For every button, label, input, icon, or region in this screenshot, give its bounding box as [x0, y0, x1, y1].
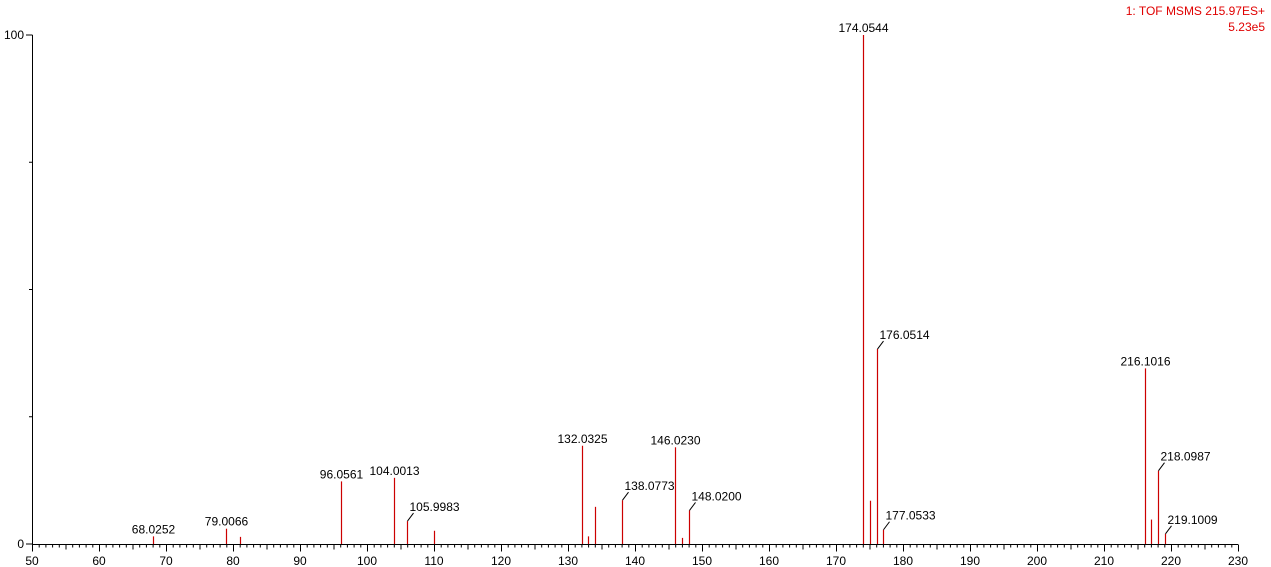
chart-axes: 0 100 50 60 70 80 90 100 110 120 130 140 150 160 170 18…: [4, 28, 1248, 567]
x-tick-label: 220: [1161, 554, 1181, 567]
peak-label: 96.0561: [320, 467, 364, 481]
x-tick-label: 90: [293, 554, 307, 567]
peak-label: 216.1016: [1120, 354, 1170, 368]
label-leader: [877, 340, 884, 350]
x-tick-label: 60: [92, 554, 106, 567]
x-tick-label: 170: [826, 554, 846, 567]
y-tick-label: 100: [4, 28, 24, 42]
x-tick-label: 190: [960, 554, 980, 567]
peak-bars: [152, 35, 1167, 544]
x-tick-label: 120: [491, 554, 511, 567]
x-tick-label: 100: [357, 554, 377, 567]
peak-label: 104.0013: [369, 464, 419, 478]
x-tick-label: 150: [692, 554, 712, 567]
experiment-title: 1: TOF MSMS 215.97ES+: [1125, 4, 1265, 18]
peak-label: 177.0533: [886, 509, 936, 523]
peak-label: 79.0066: [205, 515, 249, 529]
peak-label: 176.0514: [880, 328, 930, 342]
x-tick-label: 200: [1027, 554, 1047, 567]
label-leader: [622, 491, 629, 501]
x-tick-label: 70: [159, 554, 173, 567]
label-leader: [1165, 525, 1172, 535]
label-leader: [407, 512, 414, 522]
peak-label: 132.0325: [557, 432, 607, 446]
y-tick-label: 0: [17, 537, 24, 551]
peak-label: 105.9983: [410, 500, 460, 514]
base-peak-intensity: 5.23e5: [1228, 20, 1265, 34]
x-tick-label: 140: [625, 554, 645, 567]
x-tick-label: 50: [25, 554, 39, 567]
x-tick-label: 80: [226, 554, 240, 567]
x-tick-label: 210: [1094, 554, 1114, 567]
peak-label: 219.1009: [1168, 513, 1218, 527]
peak-label: 146.0230: [650, 433, 700, 447]
x-tick-label: 130: [558, 554, 578, 567]
x-tick-label: 230: [1228, 554, 1248, 567]
peak-label: 218.0987: [1161, 450, 1211, 464]
peak-label: 174.0544: [838, 21, 888, 35]
peak-label: 68.0252: [132, 522, 176, 536]
label-leader: [1158, 462, 1165, 472]
label-leader: [883, 521, 890, 531]
peak-label: 138.0773: [625, 479, 675, 493]
x-tick-label: 110: [424, 554, 443, 567]
label-leader: [689, 502, 696, 511]
peak-label: 148.0200: [692, 489, 742, 503]
peak-labels: 68.0252 79.0066 96.0561 104.0013 105.9983 132…: [132, 21, 1218, 536]
x-tick-label: 180: [893, 554, 913, 567]
x-tick-label: 160: [759, 554, 779, 567]
